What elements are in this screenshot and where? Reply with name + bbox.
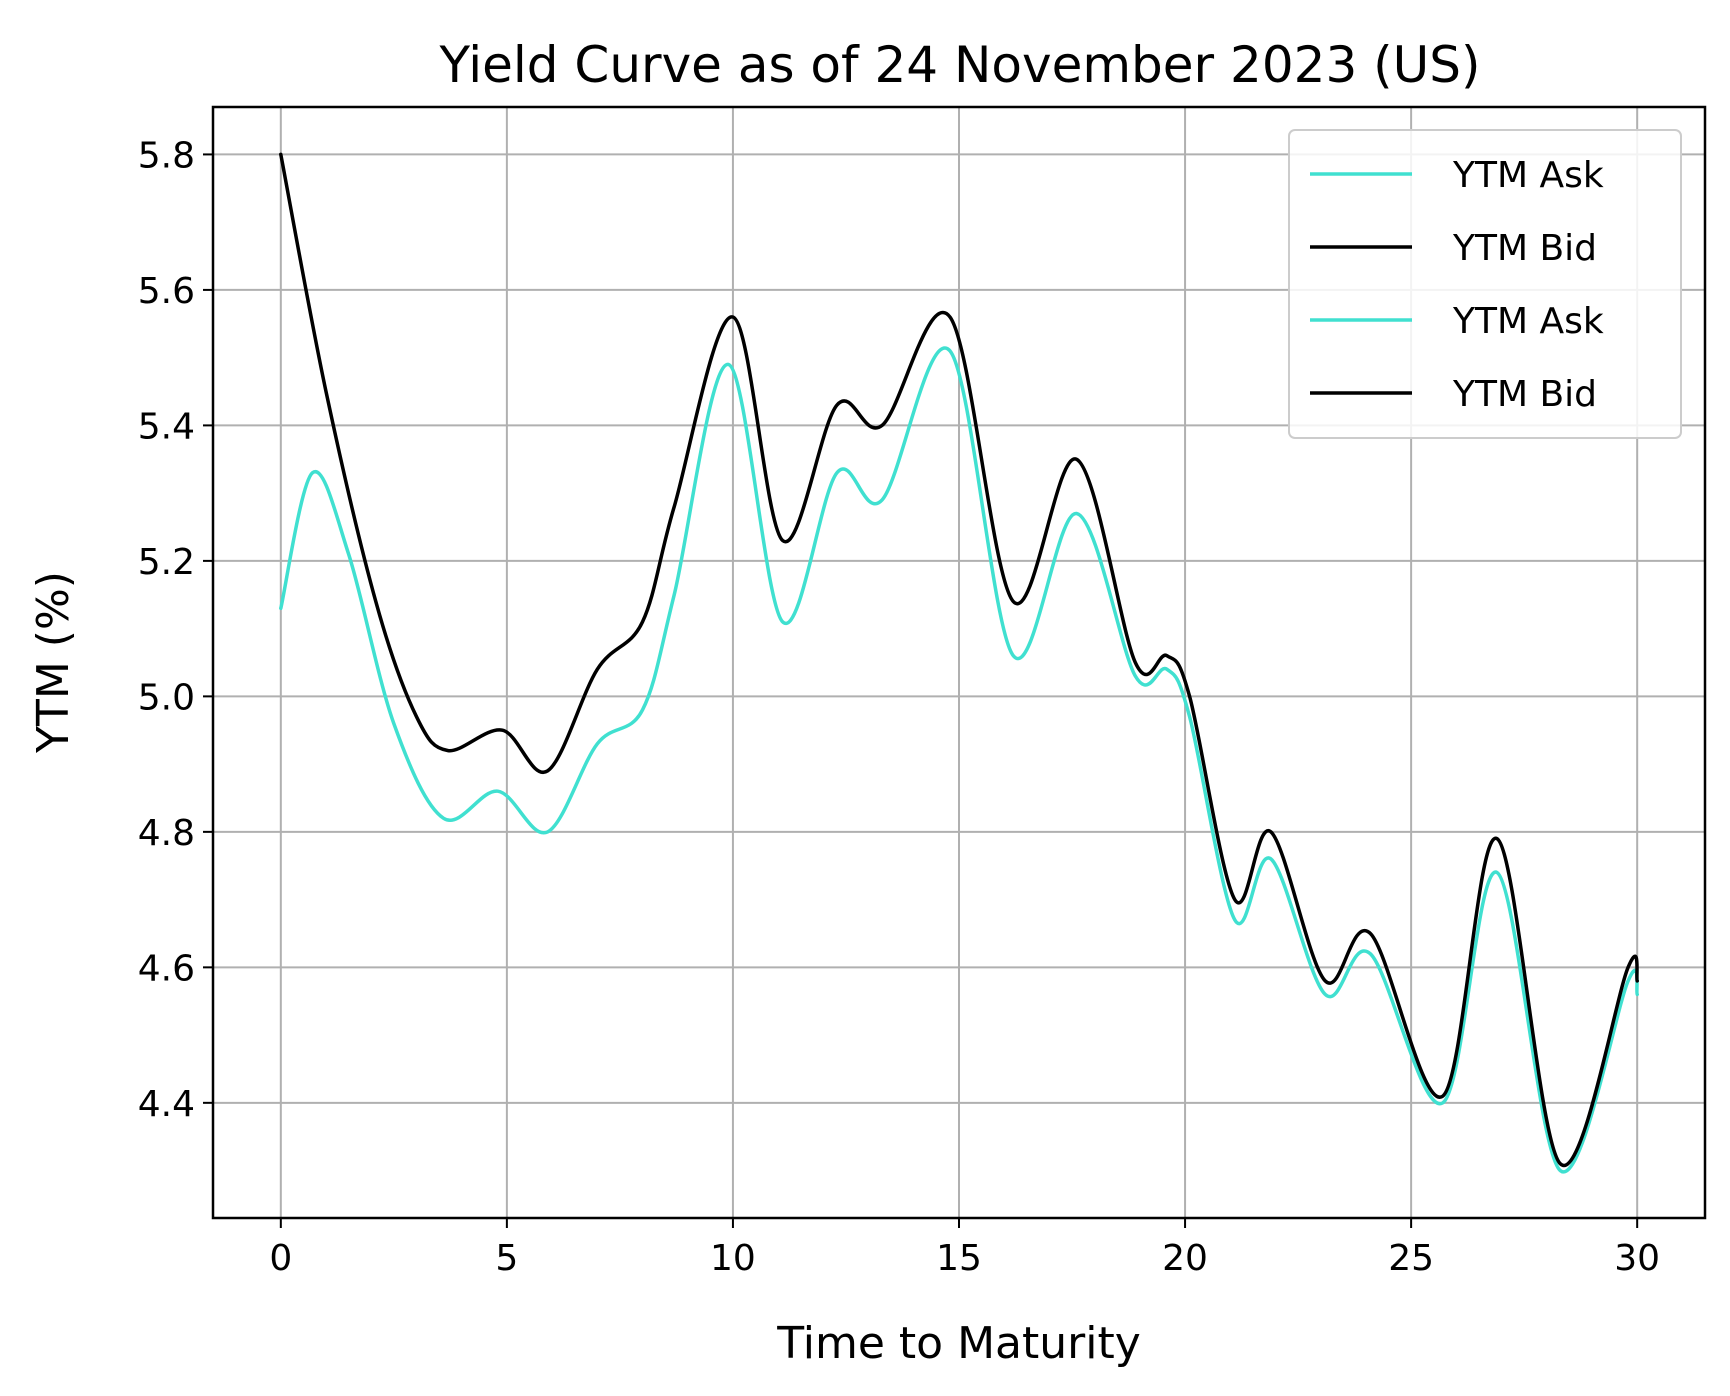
y-axis-title: YTM (%) [28,571,79,754]
x-tick-label: 20 [1162,1238,1208,1279]
x-tick-label: 15 [936,1238,982,1279]
series-lines [279,152,1639,1174]
y-tick-label: 5.6 [138,271,195,312]
legend: YTM Ask YTM Bid YTM Ask YTM Bid [1288,129,1682,439]
y-tick-label: 5.0 [138,677,195,718]
x-tick-label: 0 [269,1238,292,1279]
x-axis-title: Time to Maturity [776,1318,1141,1369]
y-axis-ticks: 4.4 4.6 4.8 5.0 5.2 5.4 5.6 5.8 [138,135,213,1125]
legend-label: YTM Bid [1452,374,1597,415]
legend-label: YTM Ask [1452,155,1604,196]
y-tick-label: 4.6 [138,948,195,989]
ytm-bid-line [279,152,1639,1168]
y-tick-label: 4.8 [138,813,195,854]
x-tick-label: 5 [495,1238,518,1279]
x-tick-label: 25 [1388,1238,1434,1279]
y-tick-label: 5.4 [138,406,195,447]
legend-label: YTM Bid [1452,228,1597,269]
y-tick-label: 5.8 [138,135,195,176]
x-tick-label: 30 [1614,1238,1660,1279]
ytm-ask-line [279,346,1639,1174]
y-tick-label: 4.4 [138,1084,195,1125]
x-axis-ticks: 0 5 10 15 20 25 30 [269,1218,1660,1279]
legend-box [1288,129,1682,439]
x-tick-label: 10 [710,1238,756,1279]
legend-label: YTM Ask [1452,301,1604,342]
y-tick-label: 5.2 [138,542,195,583]
chart-title: Yield Curve as of 24 November 2023 (US) [438,36,1480,94]
